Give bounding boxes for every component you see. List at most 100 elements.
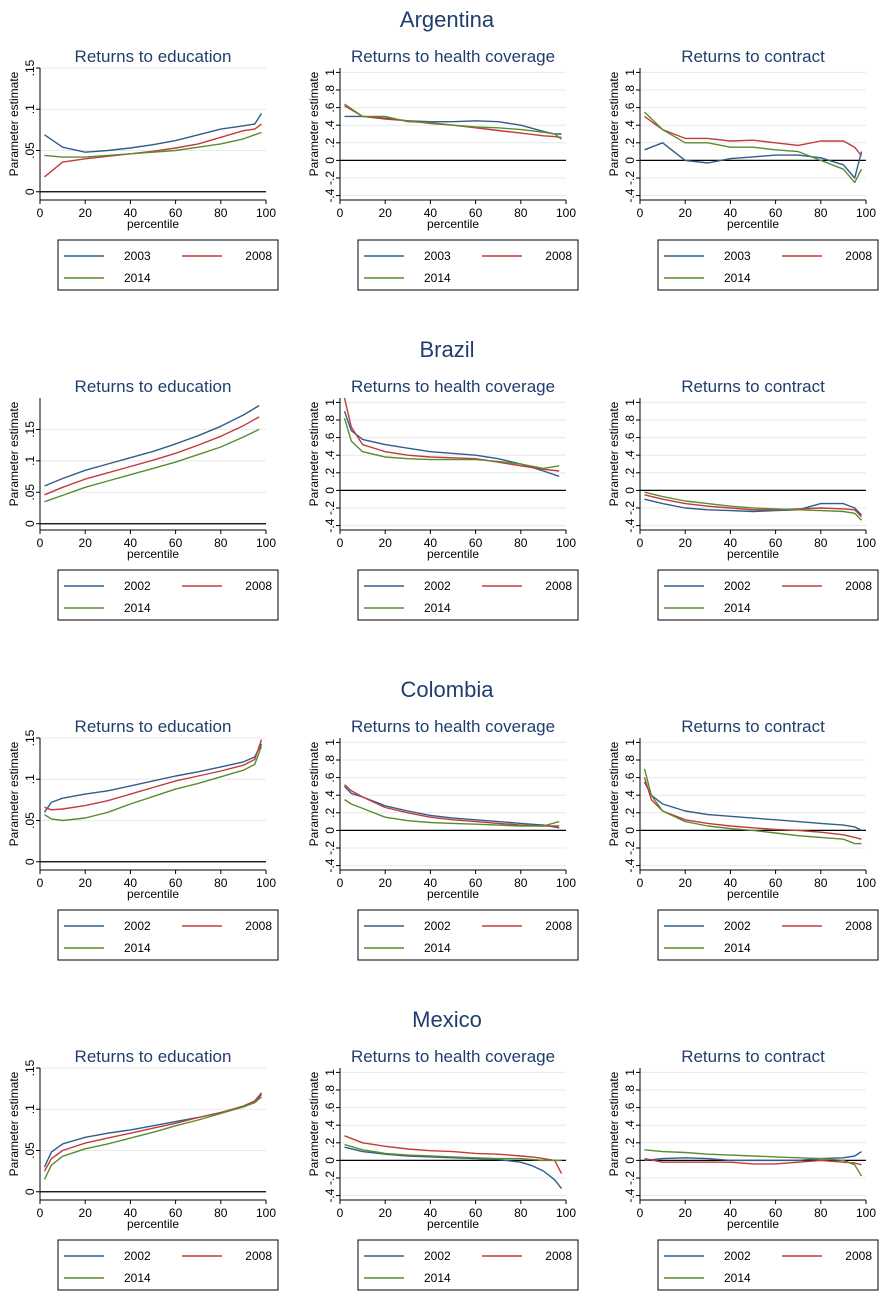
y-axis-label: Parameter estimate — [307, 401, 321, 506]
series-line-2002 — [644, 1151, 862, 1162]
panel-returns-to-contract: Returns to contract -.4 -.2 0 .2 .4 .6 .8 1Param… — [607, 1047, 879, 1291]
y-tick-label: .4 — [323, 120, 337, 130]
y-tick-label: 0 — [323, 157, 337, 164]
y-tick-label: -.4 — [623, 518, 637, 532]
legend-label-2003: 2003 — [124, 249, 151, 263]
y-tick-label: .2 — [323, 137, 337, 147]
legend-box — [57, 569, 279, 621]
legend: 2002 2008 2014 — [657, 909, 879, 961]
y-tick-label: 0 — [23, 188, 37, 195]
legend-label-2002: 2002 — [124, 919, 151, 933]
x-tick-label: 60 — [469, 876, 483, 890]
legend-label-2002: 2002 — [124, 1249, 151, 1263]
legend: 2002 2008 2014 — [357, 1239, 579, 1291]
y-axis-label: Parameter estimate — [7, 71, 21, 176]
panel-title: Returns to education — [75, 47, 232, 66]
y-tick-label: 1 — [323, 739, 337, 746]
x-axis-label: percentile — [727, 1217, 779, 1231]
y-tick-label: .6 — [623, 772, 637, 782]
x-tick-label: 100 — [556, 1206, 576, 1220]
y-axis-label: Parameter estimate — [607, 71, 621, 176]
y-tick-label: .8 — [623, 1085, 637, 1095]
x-axis-label: percentile — [427, 887, 479, 901]
legend-label-2002: 2002 — [124, 579, 151, 593]
x-tick-label: 20 — [679, 1206, 693, 1220]
x-tick-label: 0 — [337, 876, 344, 890]
x-tick-label: 0 — [637, 1206, 644, 1220]
y-tick-label: .2 — [623, 807, 637, 817]
x-tick-label: 100 — [256, 1206, 276, 1220]
legend-label-2014: 2014 — [724, 601, 751, 615]
y-tick-label: .4 — [623, 450, 637, 460]
x-axis-label: percentile — [427, 217, 479, 231]
legend-label-2014: 2014 — [724, 1271, 751, 1285]
y-tick-label: -.4 — [323, 858, 337, 872]
y-tick-label: 0 — [23, 1188, 37, 1195]
legend-label-2008: 2008 — [845, 249, 872, 263]
x-tick-label: 0 — [637, 876, 644, 890]
legend-label-2014: 2014 — [124, 601, 151, 615]
y-tick-label: .6 — [323, 432, 337, 442]
legend-label-2002: 2002 — [424, 919, 451, 933]
legend-box — [657, 569, 879, 621]
series-line-2008 — [44, 416, 260, 496]
x-tick-label: 100 — [856, 536, 876, 550]
y-tick-label: -.4 — [323, 188, 337, 202]
legend-box — [657, 239, 879, 291]
x-tick-label: 80 — [814, 1206, 828, 1220]
series-line-2008 — [44, 123, 262, 178]
y-tick-label: .6 — [623, 1102, 637, 1112]
x-tick-label: 80 — [814, 536, 828, 550]
x-tick-label: 0 — [337, 536, 344, 550]
y-tick-label: 1 — [623, 1069, 637, 1076]
y-tick-label: -.4 — [623, 188, 637, 202]
y-tick-label: .1 — [23, 1104, 37, 1114]
series-line-2014 — [644, 111, 863, 184]
x-tick-label: 60 — [769, 876, 783, 890]
y-tick-label: .6 — [623, 102, 637, 112]
legend-label-2014: 2014 — [124, 1271, 151, 1285]
series-line-2008 — [644, 115, 863, 157]
panel-returns-to-health-coverage: Returns to health coverage -.4 -.2 0 .2 .4 .6.… — [307, 717, 579, 961]
panel-returns-to-health-coverage: Returns to health coverage -.4 -.2 0 .2 .4 .6.… — [307, 377, 579, 621]
y-tick-label: .4 — [623, 120, 637, 130]
legend-label-2014: 2014 — [124, 941, 151, 955]
x-tick-label: 80 — [514, 536, 528, 550]
y-tick-label: .6 — [323, 772, 337, 782]
series-line-2014 — [344, 799, 560, 827]
legend-label-2014: 2014 — [724, 941, 751, 955]
x-tick-label: 40 — [724, 206, 738, 220]
panel-title: Returns to health coverage — [351, 47, 555, 66]
y-tick-label: 0 — [23, 520, 37, 527]
legend: 2003 2008 2014 — [57, 239, 279, 291]
series-line-2014 — [43, 1096, 262, 1180]
x-tick-label: 20 — [79, 536, 93, 550]
y-tick-label: .2 — [623, 1137, 637, 1147]
legend: 2003 2008 2014 — [657, 239, 879, 291]
x-tick-label: 80 — [814, 876, 828, 890]
y-axis-label: Parameter estimate — [307, 741, 321, 846]
x-tick-label: 80 — [214, 1206, 228, 1220]
panel-title: Returns to contract — [681, 717, 825, 736]
y-tick-label: -.2 — [623, 171, 637, 185]
y-tick-label: .8 — [623, 415, 637, 425]
y-tick-label: .1 — [23, 104, 37, 114]
y-tick-label: -.2 — [323, 1171, 337, 1185]
legend-label-2008: 2008 — [545, 919, 572, 933]
x-tick-label: 100 — [856, 1206, 876, 1220]
series-line-2014 — [44, 746, 263, 822]
x-tick-label: 100 — [856, 206, 876, 220]
x-tick-label: 60 — [169, 206, 183, 220]
x-axis-label: percentile — [127, 547, 179, 561]
panel-returns-to-contract: Returns to contract -.4 -.2 0 .2 .4 .6 .8 1Param… — [607, 377, 879, 621]
country-title: Argentina — [400, 7, 495, 32]
y-tick-label: .4 — [323, 790, 337, 800]
panel-title: Returns to health coverage — [351, 717, 555, 736]
y-tick-label: .05 — [23, 812, 37, 829]
y-tick-label: -.2 — [623, 501, 637, 515]
legend-label-2002: 2002 — [724, 919, 751, 933]
